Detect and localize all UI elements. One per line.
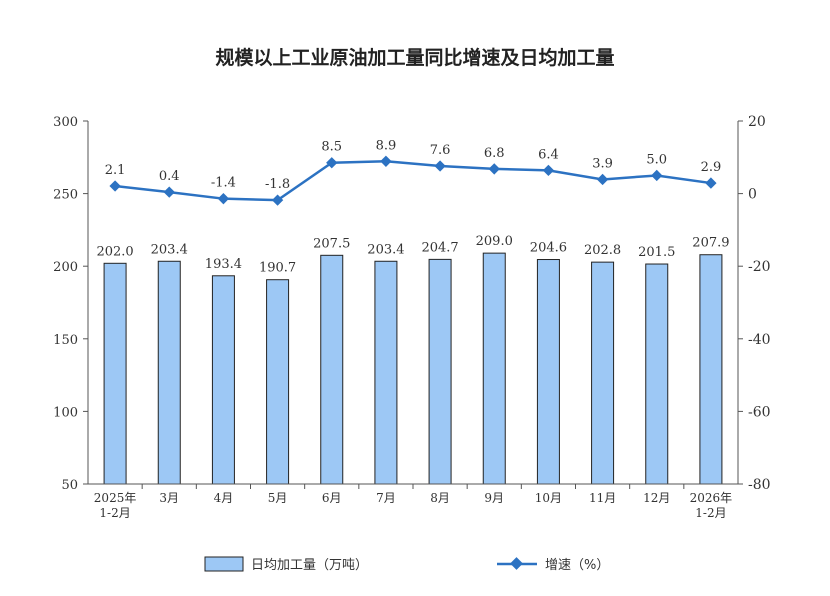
growth-line [114, 160, 712, 202]
x-tick-label-line: 8月 [430, 491, 450, 505]
line-value-label: 8.5 [321, 140, 342, 155]
x-tick-label: 5月 [268, 491, 288, 505]
bar [211, 275, 235, 485]
x-tick-label: 10月 [535, 491, 562, 505]
line-point [109, 180, 121, 192]
x-tick-label: 2025年 1-2月 [94, 491, 137, 520]
left-tick-label: 150 [53, 333, 78, 348]
line-value-label: 2.9 [701, 160, 722, 175]
x-tick-label-line: 1-2月 [99, 506, 130, 520]
line-point [705, 177, 717, 189]
line-point [163, 186, 175, 198]
left-tick-label: 300 [53, 115, 78, 130]
line-point [651, 169, 663, 182]
bar [699, 254, 723, 485]
bar-value-label: 207.9 [692, 236, 729, 251]
x-tick-label-line: 9月 [484, 491, 504, 505]
bar [645, 263, 669, 485]
chart-title: 规模以上工业原油加工量同比增速及日均加工量 [215, 46, 614, 69]
left-tick-label: 50 [61, 478, 78, 493]
bar-value-label: 190.7 [259, 261, 296, 276]
line-value-label: 8.9 [376, 138, 397, 153]
x-tick-label-line: 3月 [159, 491, 179, 505]
line-point [434, 160, 446, 172]
line-point [271, 194, 284, 206]
left-tick-label: 250 [53, 188, 78, 203]
line-value-label: 6.8 [484, 146, 505, 161]
bar-value-label: 203.4 [367, 242, 404, 257]
legend-line-label: 增速（%） [545, 558, 609, 573]
bar [266, 279, 290, 485]
legend-bar-swatch [204, 556, 244, 572]
bar-value-label: 207.5 [313, 236, 350, 251]
line-value-label: 0.4 [159, 169, 180, 184]
line-point [326, 157, 338, 169]
bar [428, 258, 452, 485]
bar [103, 262, 127, 485]
x-tick-label: 4月 [214, 491, 234, 505]
x-tick-label-line: 11月 [589, 491, 616, 505]
legend: 日均加工量（万吨） 增速（%） [204, 556, 609, 573]
bar-value-label: 202.8 [584, 243, 621, 258]
bar [482, 252, 506, 485]
x-tick-label: 9月 [484, 491, 504, 505]
line-value-label: 2.1 [105, 163, 126, 178]
bar [591, 261, 615, 485]
right-tick-label: 20 [748, 114, 766, 130]
right-tick-label: -40 [748, 332, 771, 348]
bar-value-label: 204.7 [421, 240, 458, 255]
legend-bar-label: 日均加工量（万吨） [251, 558, 368, 573]
line-value-label: 7.6 [430, 143, 451, 158]
right-tick-label: -80 [748, 477, 771, 493]
x-tick-label-line: 10月 [535, 491, 562, 505]
x-tick-label: 2026年 1-2月 [690, 491, 733, 520]
line-value-label: -1.8 [265, 177, 290, 192]
line-point [380, 155, 392, 167]
line-point [542, 164, 555, 177]
bar-value-label: 209.0 [476, 234, 513, 249]
x-tick-label-line: 2026年 [690, 491, 733, 505]
line-value-label: 6.4 [538, 147, 559, 162]
x-tick-label: 12月 [643, 491, 670, 505]
right-tick-label: 0 [748, 187, 757, 203]
line-value-label: 5.0 [646, 152, 667, 167]
line-point [217, 193, 230, 205]
x-tick-label-line: 4月 [214, 491, 234, 505]
bar [374, 260, 398, 485]
bar [320, 254, 344, 485]
x-tick-label: 11月 [589, 491, 616, 505]
line-value-label: -1.4 [211, 176, 236, 191]
x-tick-label-line: 12月 [643, 491, 670, 505]
right-tick-label: -20 [748, 259, 771, 275]
right-tick-label: -60 [748, 404, 771, 420]
x-tick-label-line: 2025年 [94, 491, 137, 505]
x-tick-label-line: 1-2月 [695, 506, 726, 520]
bar [157, 260, 181, 485]
x-tick-label: 7月 [376, 491, 396, 505]
x-tick-label: 3月 [159, 491, 179, 505]
left-tick-label: 200 [53, 260, 78, 275]
line-point [488, 163, 500, 175]
x-tick-label: 8月 [430, 491, 450, 505]
left-tick-label: 100 [53, 405, 78, 420]
legend-line-marker [510, 557, 523, 570]
line-point [596, 173, 609, 186]
x-tick-label: 6月 [322, 491, 342, 505]
bar-value-label: 203.4 [151, 242, 188, 257]
bar-value-label: 204.6 [530, 241, 567, 256]
bar-value-label: 202.0 [96, 244, 133, 259]
x-tick-label-line: 5月 [268, 491, 288, 505]
x-tick-label-line: 6月 [322, 491, 342, 505]
line-value-label: 3.9 [592, 156, 613, 171]
x-tick-label-line: 7月 [376, 491, 396, 505]
bar-value-label: 201.5 [638, 245, 675, 260]
bar-value-label: 193.4 [205, 257, 242, 272]
bar [536, 259, 560, 485]
